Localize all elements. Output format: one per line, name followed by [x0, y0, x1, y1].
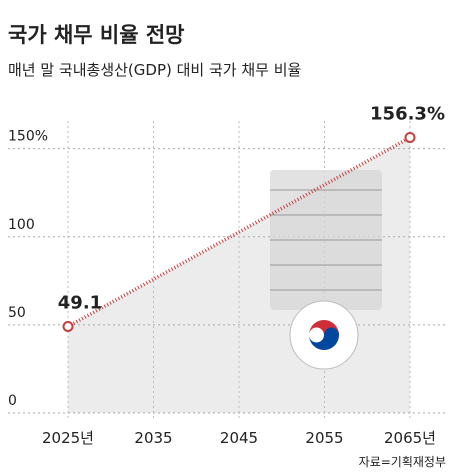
source: 자료=기획재정부	[359, 455, 446, 469]
y-tick-label: 100	[8, 217, 35, 233]
chart-subtitle: 매년 말 국내총생산(GDP) 대비 국가 채무 비율	[8, 61, 301, 79]
point	[62, 320, 74, 332]
y-tick-label: 50	[8, 305, 26, 321]
x-tick-label: 2055	[305, 429, 343, 447]
point	[404, 132, 416, 144]
taegeuk-blue	[309, 327, 339, 350]
x-tick-label: 2035	[134, 429, 172, 447]
line	[67, 135, 411, 328]
y-tick-label: 0	[8, 393, 17, 409]
plot-area: 0 50 100 150% 2025년 2035 2045 2055 2065년 49.1 156…	[8, 104, 445, 447]
x-tick-label: 2025년	[42, 429, 94, 447]
y-tick-label: 150%	[8, 129, 48, 145]
illustration	[270, 170, 382, 370]
chart-title: 국가 채무 비율 전망	[8, 23, 185, 47]
value-label: 49.1	[58, 292, 102, 313]
x-tick-label: 2045	[220, 429, 258, 447]
x-tick-label: 2065년	[384, 429, 436, 447]
value-label: 156.3%	[370, 104, 445, 125]
